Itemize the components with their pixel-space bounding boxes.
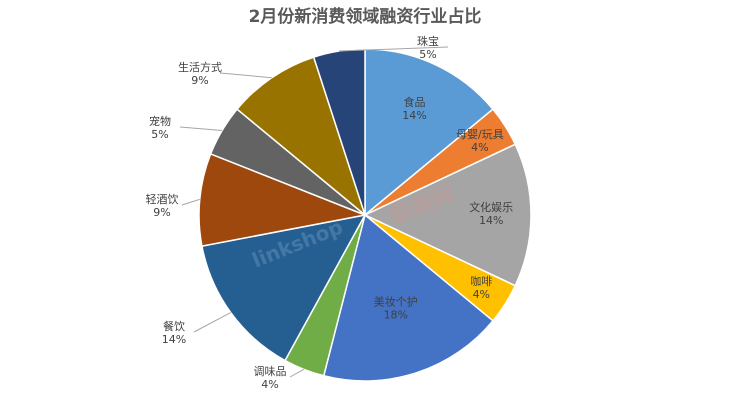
pie-slice-8 <box>198 152 368 247</box>
leader-line-11 <box>338 46 449 52</box>
slice-percent-label-4: 4% <box>473 288 490 301</box>
slice-name-label-6: 调味品 <box>254 365 287 378</box>
chart-title: 2月份新消费领域融资行业占比 <box>249 6 482 27</box>
pie-slice-3 <box>363 143 532 287</box>
slice-percent-label-2: 4% <box>471 141 488 154</box>
slice-percent-label-6: 4% <box>261 378 278 391</box>
leader-line-9 <box>179 126 223 131</box>
slice-name-label-11: 珠宝 <box>417 34 439 48</box>
slice-name-label-7: 餐饮 <box>163 319 185 333</box>
leader-line-8 <box>181 198 200 206</box>
slice-percent-label-5: 18% <box>384 309 408 322</box>
slice-name-label-1: 食品 <box>404 95 426 109</box>
leader-line-10 <box>219 72 272 79</box>
leader-line-6 <box>289 368 305 378</box>
slice-percent-label-8: 9% <box>153 206 170 219</box>
slice-name-label-8: 轻酒饮 <box>146 192 179 206</box>
slice-name-label-5: 美妆个护 <box>374 295 418 309</box>
slice-percent-label-11: 5% <box>419 48 436 61</box>
slice-name-label-3: 文化娱乐 <box>469 200 513 214</box>
slice-percent-label-3: 14% <box>479 214 503 227</box>
pie-slice-7 <box>201 213 367 362</box>
slice-percent-label-1: 14% <box>402 109 426 122</box>
slice-labels: 食品14%母婴/玩具4%文化娱乐14%咖啡4%美妆个护18%调味品4%餐饮14%… <box>146 34 514 391</box>
slice-name-label-10: 生活方式 <box>178 60 222 74</box>
pie-slice-5 <box>322 213 494 382</box>
pie-slice-10 <box>236 56 367 218</box>
leader-line-7 <box>193 312 231 333</box>
leader-lines <box>179 46 449 378</box>
slice-percent-label-10: 9% <box>191 74 208 87</box>
slice-name-label-4: 咖啡 <box>470 274 492 288</box>
slice-name-label-9: 宠物 <box>149 114 171 128</box>
slice-percent-label-9: 5% <box>151 128 168 141</box>
slice-name-label-2: 母婴/玩具 <box>456 128 504 141</box>
slice-percent-label-7: 14% <box>162 333 186 346</box>
